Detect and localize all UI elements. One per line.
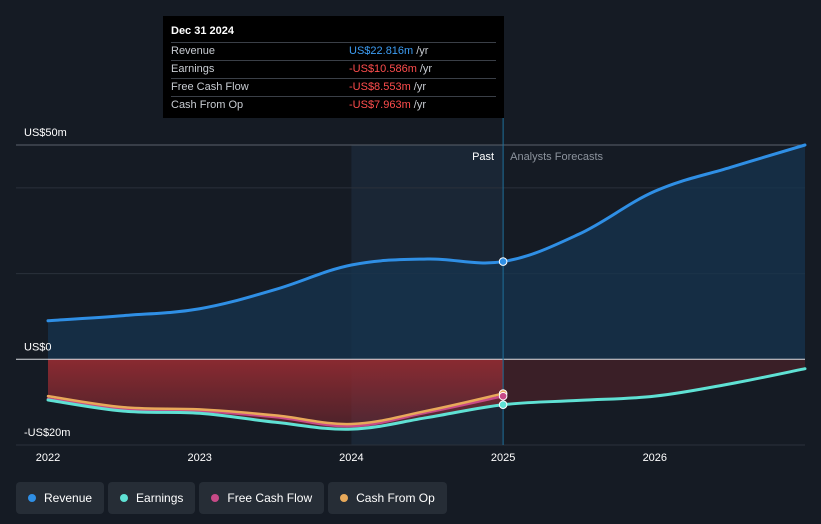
revenue-line: [46, 143, 807, 323]
x-tick-label: 2025: [491, 452, 515, 464]
tooltip-value: -US$7.963m: [349, 99, 411, 111]
legend: Revenue Earnings Free Cash Flow Cash Fro…: [16, 482, 447, 514]
analysts-forecasts-label: Analysts Forecasts: [510, 151, 603, 163]
legend-label: Earnings: [136, 491, 184, 505]
tooltip-row-revenue: Revenue US$22.816m /yr: [171, 42, 496, 60]
x-axis-labels: 2022 2023 2024 2025 2026: [36, 452, 667, 464]
earnings-area-forecast: [503, 359, 805, 405]
fcf-line: [46, 394, 505, 428]
tooltip-unit: /yr: [413, 81, 426, 93]
y-tick-label: US$50m: [24, 127, 67, 139]
legend-label: Free Cash Flow: [227, 491, 313, 505]
y-axis-labels: US$50m US$0 -US$20m: [24, 127, 70, 439]
tooltip-row-cash-from-op: Cash From Op -US$7.963m /yr: [171, 96, 496, 114]
x-tick-label: 2026: [643, 452, 667, 464]
legend-item-cash-from-op[interactable]: Cash From Op: [328, 482, 447, 514]
fcf-marker: [498, 391, 508, 401]
x-tick-label: 2024: [339, 452, 363, 464]
legend-item-free-cash-flow[interactable]: Free Cash Flow: [199, 482, 325, 514]
series-markers: [498, 257, 508, 410]
legend-dot-icon: [28, 494, 36, 502]
tooltip-label: Earnings: [171, 63, 215, 75]
earnings-line: [46, 367, 807, 431]
legend-label: Revenue: [44, 491, 93, 505]
legend-label: Cash From Op: [356, 491, 435, 505]
tooltip-row-earnings: Earnings -US$10.586m /yr: [171, 60, 496, 78]
tooltip-row-free-cash-flow: Free Cash Flow -US$8.553m /yr: [171, 78, 496, 96]
tooltip-value: -US$8.553m: [349, 81, 411, 93]
tooltip-unit: /yr: [419, 63, 433, 75]
tooltip-value: -US$10.586m: [349, 63, 417, 75]
legend-dot-icon: [120, 494, 129, 502]
tooltip-label: Free Cash Flow: [171, 81, 249, 93]
legend-item-revenue[interactable]: Revenue: [16, 482, 105, 514]
data-tooltip: Dec 31 2024 Revenue US$22.816m /yr Earni…: [163, 16, 504, 118]
y-tick-label: -US$20m: [24, 427, 70, 439]
tooltip-label: Revenue: [171, 45, 216, 57]
legend-dot-icon: [340, 494, 349, 502]
cfo-line: [46, 392, 505, 426]
tooltip-label: Cash From Op: [171, 99, 244, 111]
legend-item-earnings[interactable]: Earnings: [108, 482, 196, 514]
series-lines: [46, 143, 807, 431]
tooltip-value: US$22.816m: [349, 45, 414, 57]
revenue-marker: [498, 257, 508, 266]
revenue-area: [48, 145, 805, 360]
legend-dot-icon: [211, 494, 220, 502]
earnings-marker: [498, 400, 508, 410]
y-tick-label: US$0: [24, 341, 52, 353]
tooltip-date: Dec 31 2024: [171, 25, 234, 37]
x-tick-label: 2022: [36, 452, 60, 464]
x-tick-label: 2023: [187, 452, 211, 464]
tooltip-unit: /yr: [413, 99, 426, 111]
tooltip-unit: /yr: [416, 45, 429, 57]
past-label: Past: [472, 151, 494, 163]
